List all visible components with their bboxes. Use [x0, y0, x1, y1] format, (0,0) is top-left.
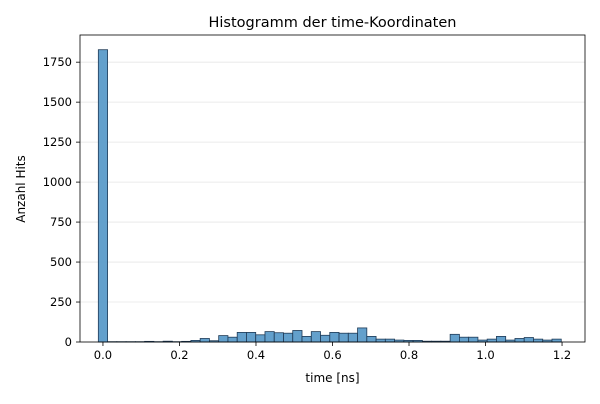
- histogram-bar: [339, 333, 348, 342]
- histogram-bar: [256, 335, 265, 342]
- histogram-bar: [283, 333, 292, 342]
- y-tick-label: 0: [65, 335, 72, 349]
- histogram-bar: [367, 336, 376, 342]
- histogram-bar: [487, 339, 496, 342]
- y-axis-label: Anzahl Hits: [14, 155, 28, 223]
- histogram-bar: [246, 332, 255, 342]
- histogram-bar: [293, 330, 302, 342]
- histogram-bar: [515, 338, 524, 342]
- histogram-bar: [552, 339, 561, 342]
- x-axis-label: time [ns]: [305, 371, 359, 385]
- histogram-bar: [348, 333, 357, 342]
- x-tick-label: 0.6: [323, 348, 341, 362]
- x-tick-label: 0.0: [94, 348, 112, 362]
- histogram-bar: [321, 335, 330, 342]
- histogram-bar: [496, 336, 505, 342]
- y-tick-label: 750: [50, 215, 72, 229]
- histogram-bar: [459, 337, 468, 342]
- histogram-bar: [302, 336, 311, 342]
- x-tick-label: 1.0: [476, 348, 494, 362]
- histogram-bar: [533, 339, 542, 342]
- y-tick-label: 250: [50, 295, 72, 309]
- histogram-bar: [311, 332, 320, 342]
- histogram-bar: [469, 337, 478, 342]
- histogram-bar: [450, 334, 459, 342]
- histogram-bar: [376, 339, 385, 342]
- x-tick-label: 0.8: [400, 348, 418, 362]
- histogram-bar: [330, 332, 339, 342]
- histogram-bar: [358, 328, 367, 342]
- histogram-bar: [385, 339, 394, 342]
- y-tick-label: 1750: [43, 55, 72, 69]
- y-tick-label: 1500: [43, 95, 72, 109]
- histogram-bar: [274, 333, 283, 342]
- y-tick-label: 500: [50, 255, 72, 269]
- x-axis-ticks: 0.0 0.2 0.4 0.6 0.8 1.0 1.2: [94, 342, 571, 362]
- y-tick-label: 1000: [43, 175, 72, 189]
- histogram-bar: [219, 336, 228, 342]
- histogram-bars: [98, 50, 561, 342]
- y-tick-label: 1250: [43, 135, 72, 149]
- y-axis-ticks: 0 250 500 750 1000 1250 1500 1750: [43, 55, 80, 349]
- histogram-bar: [200, 338, 209, 342]
- histogram-bar: [237, 332, 246, 342]
- x-tick-label: 0.2: [170, 348, 188, 362]
- chart-title: Histogramm der time-Koordinaten: [209, 15, 457, 31]
- histogram-bar: [265, 332, 274, 342]
- x-tick-label: 0.4: [247, 348, 265, 362]
- histogram-bar: [228, 337, 237, 342]
- plot-frame: [80, 35, 585, 342]
- histogram-bar: [524, 338, 533, 342]
- histogram-bar: [98, 50, 107, 342]
- x-tick-label: 1.2: [553, 348, 571, 362]
- grid-lines: [80, 62, 585, 342]
